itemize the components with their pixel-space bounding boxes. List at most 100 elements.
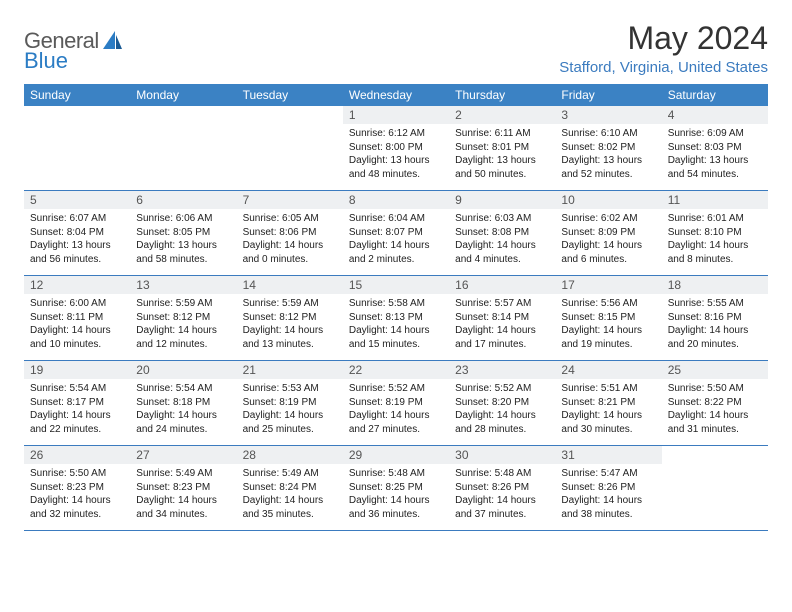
day-number: 26	[24, 446, 130, 464]
day-number: 24	[555, 361, 661, 379]
daylight-text: Daylight: 14 hours and 17 minutes.	[455, 324, 549, 351]
sunset-text: Sunset: 8:02 PM	[561, 141, 655, 155]
daylight-text: Daylight: 14 hours and 35 minutes.	[243, 494, 337, 521]
sunrise-text: Sunrise: 5:54 AM	[30, 382, 124, 396]
day-cell: 15Sunrise: 5:58 AMSunset: 8:13 PMDayligh…	[343, 276, 449, 360]
day-cell: 10Sunrise: 6:02 AMSunset: 8:09 PMDayligh…	[555, 191, 661, 275]
day-cell: 22Sunrise: 5:52 AMSunset: 8:19 PMDayligh…	[343, 361, 449, 445]
day-number: 18	[662, 276, 768, 294]
day-cell: 23Sunrise: 5:52 AMSunset: 8:20 PMDayligh…	[449, 361, 555, 445]
sunset-text: Sunset: 8:00 PM	[349, 141, 443, 155]
day-number	[130, 106, 236, 110]
daylight-text: Daylight: 14 hours and 27 minutes.	[349, 409, 443, 436]
sunrise-text: Sunrise: 6:01 AM	[668, 212, 762, 226]
day-details: Sunrise: 6:03 AMSunset: 8:08 PMDaylight:…	[449, 209, 555, 272]
day-number: 6	[130, 191, 236, 209]
day-details: Sunrise: 6:10 AMSunset: 8:02 PMDaylight:…	[555, 124, 661, 187]
sunset-text: Sunset: 8:04 PM	[30, 226, 124, 240]
day-details: Sunrise: 5:59 AMSunset: 8:12 PMDaylight:…	[130, 294, 236, 357]
day-details: Sunrise: 6:05 AMSunset: 8:06 PMDaylight:…	[237, 209, 343, 272]
weekday-header-row: SundayMondayTuesdayWednesdayThursdayFrid…	[24, 84, 768, 106]
daylight-text: Daylight: 14 hours and 37 minutes.	[455, 494, 549, 521]
sunrise-text: Sunrise: 5:52 AM	[455, 382, 549, 396]
title-block: May 2024 Stafford, Virginia, United Stat…	[559, 20, 768, 76]
sunrise-text: Sunrise: 5:53 AM	[243, 382, 337, 396]
day-cell: 11Sunrise: 6:01 AMSunset: 8:10 PMDayligh…	[662, 191, 768, 275]
day-number	[662, 446, 768, 450]
day-details: Sunrise: 6:11 AMSunset: 8:01 PMDaylight:…	[449, 124, 555, 187]
sunrise-text: Sunrise: 6:09 AM	[668, 127, 762, 141]
day-cell	[662, 446, 768, 530]
sunset-text: Sunset: 8:25 PM	[349, 481, 443, 495]
day-cell: 7Sunrise: 6:05 AMSunset: 8:06 PMDaylight…	[237, 191, 343, 275]
day-details: Sunrise: 5:56 AMSunset: 8:15 PMDaylight:…	[555, 294, 661, 357]
daylight-text: Daylight: 14 hours and 6 minutes.	[561, 239, 655, 266]
day-cell	[24, 106, 130, 190]
sunrise-text: Sunrise: 6:03 AM	[455, 212, 549, 226]
sunset-text: Sunset: 8:06 PM	[243, 226, 337, 240]
day-number: 27	[130, 446, 236, 464]
daylight-text: Daylight: 14 hours and 4 minutes.	[455, 239, 549, 266]
week-row: 12Sunrise: 6:00 AMSunset: 8:11 PMDayligh…	[24, 276, 768, 361]
sunset-text: Sunset: 8:23 PM	[30, 481, 124, 495]
sunrise-text: Sunrise: 6:11 AM	[455, 127, 549, 141]
sunrise-text: Sunrise: 5:58 AM	[349, 297, 443, 311]
day-details: Sunrise: 5:49 AMSunset: 8:23 PMDaylight:…	[130, 464, 236, 527]
day-cell: 26 Sunrise: 5:50 AMSunset: 8:23 PMDayligh…	[24, 446, 130, 530]
day-number: 17	[555, 276, 661, 294]
day-details: Sunrise: 5:54 AMSunset: 8:18 PMDaylight:…	[130, 379, 236, 442]
daylight-text: Daylight: 13 hours and 54 minutes.	[668, 154, 762, 181]
sunrise-text: Sunrise: 5:50 AM	[30, 467, 124, 481]
day-details: Sunrise: 5:54 AMSunset: 8:17 PMDaylight:…	[24, 379, 130, 442]
day-details: Sunrise: 6:09 AMSunset: 8:03 PMDaylight:…	[662, 124, 768, 187]
day-details: Sunrise: 5:59 AMSunset: 8:12 PMDaylight:…	[237, 294, 343, 357]
daylight-text: Daylight: 14 hours and 0 minutes.	[243, 239, 337, 266]
day-number: 11	[662, 191, 768, 209]
sunrise-text: Sunrise: 5:51 AM	[561, 382, 655, 396]
sunrise-text: Sunrise: 6:10 AM	[561, 127, 655, 141]
day-number: 14	[237, 276, 343, 294]
day-cell: 29Sunrise: 5:48 AMSunset: 8:25 PMDayligh…	[343, 446, 449, 530]
daylight-text: Daylight: 14 hours and 2 minutes.	[349, 239, 443, 266]
day-number: 9	[449, 191, 555, 209]
day-details: Sunrise: 6:07 AMSunset: 8:04 PMDaylight:…	[24, 209, 130, 272]
sunrise-text: Sunrise: 5:55 AM	[668, 297, 762, 311]
sunrise-text: Sunrise: 6:00 AM	[30, 297, 124, 311]
daylight-text: Daylight: 14 hours and 25 minutes.	[243, 409, 337, 436]
day-details: Sunrise: 5:50 AMSunset: 8:22 PMDaylight:…	[662, 379, 768, 442]
day-cell: 17Sunrise: 5:56 AMSunset: 8:15 PMDayligh…	[555, 276, 661, 360]
day-cell: 18Sunrise: 5:55 AMSunset: 8:16 PMDayligh…	[662, 276, 768, 360]
daylight-text: Daylight: 14 hours and 22 minutes.	[30, 409, 124, 436]
daylight-text: Daylight: 14 hours and 28 minutes.	[455, 409, 549, 436]
day-number: 15	[343, 276, 449, 294]
day-cell: 19Sunrise: 5:54 AMSunset: 8:17 PMDayligh…	[24, 361, 130, 445]
day-number: 28	[237, 446, 343, 464]
sunset-text: Sunset: 8:26 PM	[455, 481, 549, 495]
day-details: Sunrise: 5:51 AMSunset: 8:21 PMDaylight:…	[555, 379, 661, 442]
weekday-header: Saturday	[662, 84, 768, 106]
day-cell	[237, 106, 343, 190]
day-details: Sunrise: 6:00 AMSunset: 8:11 PMDaylight:…	[24, 294, 130, 357]
day-cell: 25Sunrise: 5:50 AMSunset: 8:22 PMDayligh…	[662, 361, 768, 445]
day-number: 3	[555, 106, 661, 124]
day-cell: 27Sunrise: 5:49 AMSunset: 8:23 PMDayligh…	[130, 446, 236, 530]
day-details: Sunrise: 5:48 AMSunset: 8:26 PMDaylight:…	[449, 464, 555, 527]
sunset-text: Sunset: 8:05 PM	[136, 226, 230, 240]
sunset-text: Sunset: 8:19 PM	[243, 396, 337, 410]
sunset-text: Sunset: 8:03 PM	[668, 141, 762, 155]
day-cell: 5Sunrise: 6:07 AMSunset: 8:04 PMDaylight…	[24, 191, 130, 275]
daylight-text: Daylight: 14 hours and 32 minutes.	[30, 494, 124, 521]
day-number: 2	[449, 106, 555, 124]
day-details: Sunrise: 6:12 AMSunset: 8:00 PMDaylight:…	[343, 124, 449, 187]
sunrise-text: Sunrise: 5:49 AM	[243, 467, 337, 481]
day-cell: 3Sunrise: 6:10 AMSunset: 8:02 PMDaylight…	[555, 106, 661, 190]
day-details: Sunrise: 5:55 AMSunset: 8:16 PMDaylight:…	[662, 294, 768, 357]
sunset-text: Sunset: 8:01 PM	[455, 141, 549, 155]
day-cell: 4Sunrise: 6:09 AMSunset: 8:03 PMDaylight…	[662, 106, 768, 190]
sunrise-text: Sunrise: 5:54 AM	[136, 382, 230, 396]
day-cell: 21Sunrise: 5:53 AMSunset: 8:19 PMDayligh…	[237, 361, 343, 445]
calendar-grid: SundayMondayTuesdayWednesdayThursdayFrid…	[24, 84, 768, 531]
day-number: 31	[555, 446, 661, 464]
sunrise-text: Sunrise: 6:02 AM	[561, 212, 655, 226]
day-cell: 8Sunrise: 6:04 AMSunset: 8:07 PMDaylight…	[343, 191, 449, 275]
